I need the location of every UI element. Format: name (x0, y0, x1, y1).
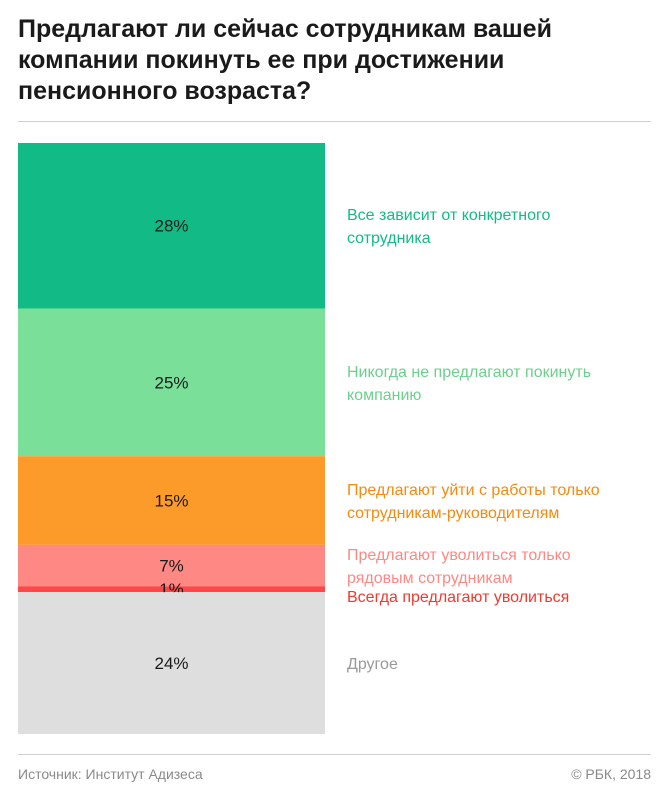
data-label: 25% (154, 373, 188, 392)
copyright-note: © РБК, 2018 (571, 766, 651, 782)
chart-title: Предлагают ли сейчас сотрудникам вашей к… (18, 15, 552, 105)
category-label: Предлагают уволиться только рядовым сотру… (347, 547, 571, 587)
data-label: 15% (154, 492, 188, 511)
category-label: Все зависит от конкретного сотрудника (347, 207, 550, 247)
bar-segment (18, 456, 325, 545)
bar-segment (18, 586, 325, 593)
source-note: Источник: Институт Адизеса (18, 766, 203, 782)
category-label: Никогда не предлагают покинуть компанию (347, 364, 591, 404)
category-label: Предлагают уйти с работы только сотрудник… (347, 482, 600, 522)
category-label: Всегда предлагают уволиться (347, 589, 569, 606)
category-label: Другое (347, 656, 398, 673)
data-label: 24% (154, 654, 188, 673)
data-label: 28% (154, 217, 188, 236)
bar-segment (18, 544, 325, 587)
title-divider (18, 121, 651, 122)
footer-divider (18, 754, 651, 755)
bar-segment (18, 592, 325, 734)
bar-segment (18, 143, 325, 309)
data-label: 7% (159, 557, 184, 576)
bar-segment (18, 308, 325, 457)
